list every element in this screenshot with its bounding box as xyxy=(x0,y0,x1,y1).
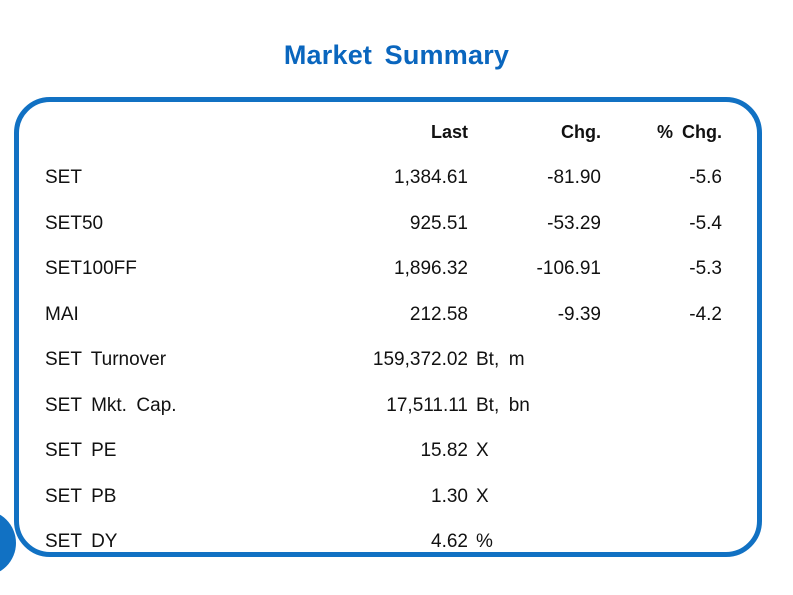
row-chg-value: -53.29 xyxy=(547,212,601,234)
row-last-value: 1.30 xyxy=(431,485,468,507)
header-last: Last xyxy=(430,122,468,143)
row-chg-value: -106.91 xyxy=(536,258,601,280)
row-pct-chg-value: -5.3 xyxy=(689,258,722,280)
row-label: MAI xyxy=(45,303,79,325)
row-chg-value: -81.90 xyxy=(547,167,601,189)
row-last-value: 17,511.11 xyxy=(386,394,468,416)
table-header-row: Last Chg. % Chg. xyxy=(45,110,722,156)
row-last-value: 212.58 xyxy=(409,303,468,325)
row-last-value: 1,384.61 xyxy=(394,167,468,189)
row-unit: Bt, m xyxy=(476,349,525,371)
table-row: SET 1,384.61 -81.90 -5.6 xyxy=(45,156,722,202)
row-unit: X xyxy=(476,440,489,462)
row-label: SET PB xyxy=(45,485,117,507)
table-row: SET Mkt. Cap. 17,511.11 Bt, bn xyxy=(45,383,722,429)
header-chg: Chg. xyxy=(561,122,601,143)
row-pct-chg-value: -5.4 xyxy=(689,212,722,234)
row-last-value: 15.82 xyxy=(420,440,468,462)
header-pct-chg: % Chg. xyxy=(657,122,722,143)
table-row: SET100FF 1,896.32 -106.91 -5.3 xyxy=(45,247,722,293)
row-label: SET100FF xyxy=(45,258,137,280)
row-label: SET xyxy=(45,167,82,189)
table-row: MAI 212.58 -9.39 -4.2 xyxy=(45,292,722,338)
table-body: SET 1,384.61 -81.90 -5.6 SET50 925.51 -5… xyxy=(45,156,722,553)
row-last-value: 159,372.02 xyxy=(372,349,468,371)
row-pct-chg-value: -5.6 xyxy=(689,167,722,189)
table-row: SET50 925.51 -53.29 -5.4 xyxy=(45,201,722,247)
row-unit: X xyxy=(476,485,489,507)
row-pct-chg-value: -4.2 xyxy=(689,303,722,325)
row-label: SET50 xyxy=(45,212,104,234)
row-label: SET PE xyxy=(45,440,117,462)
row-label: SET Turnover xyxy=(45,349,167,371)
row-last-value: 4.62 xyxy=(431,531,468,553)
market-summary-panel: Last Chg. % Chg. SET 1,384.61 -81.90 -5.… xyxy=(14,97,762,557)
table-row: SET PB 1.30 X xyxy=(45,474,722,520)
page-title: Market Summary xyxy=(283,40,510,70)
row-last-value: 1,896.32 xyxy=(394,258,468,280)
row-unit: % xyxy=(476,531,493,553)
row-last-value: 925.51 xyxy=(409,212,468,234)
row-chg-value: -9.39 xyxy=(557,303,601,325)
table-row: SET PE 15.82 X xyxy=(45,429,722,475)
table-row: SET Turnover 159,372.02 Bt, m xyxy=(45,338,722,384)
row-label: SET DY xyxy=(45,531,118,553)
table-row: SET DY 4.62 % xyxy=(45,520,722,553)
row-label: SET Mkt. Cap. xyxy=(45,394,177,416)
row-unit: Bt, bn xyxy=(476,394,530,416)
